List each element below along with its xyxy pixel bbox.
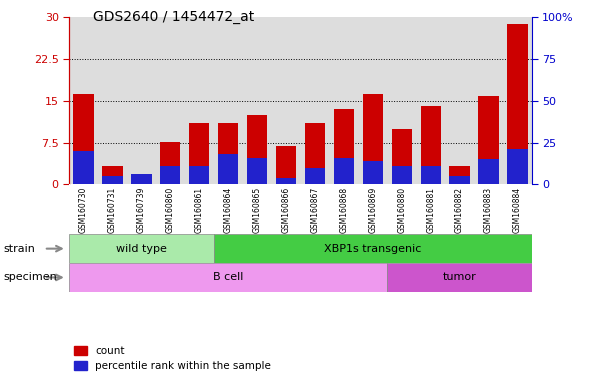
Text: GSM160880: GSM160880: [397, 187, 406, 233]
Text: GSM160869: GSM160869: [368, 187, 377, 233]
Bar: [392, 129, 412, 184]
Text: strain: strain: [3, 243, 35, 254]
Bar: [507, 24, 528, 184]
Bar: [387, 263, 532, 292]
Text: GSM160730: GSM160730: [79, 187, 88, 233]
Text: GDS2640 / 1454472_at: GDS2640 / 1454472_at: [93, 10, 254, 23]
Text: GSM160865: GSM160865: [252, 187, 261, 233]
Text: wild type: wild type: [116, 243, 167, 254]
Text: GSM160867: GSM160867: [311, 187, 320, 233]
Bar: [362, 94, 383, 184]
Bar: [247, 115, 267, 184]
Bar: [507, 149, 528, 184]
Bar: [102, 166, 123, 184]
Bar: [276, 146, 296, 184]
Text: GSM160881: GSM160881: [426, 187, 435, 233]
Bar: [102, 176, 123, 184]
Bar: [69, 234, 214, 263]
Bar: [69, 263, 387, 292]
Bar: [362, 161, 383, 184]
Text: GSM160883: GSM160883: [484, 187, 493, 233]
Bar: [334, 157, 354, 184]
Bar: [73, 151, 94, 184]
Bar: [214, 234, 532, 263]
Bar: [218, 154, 239, 184]
Bar: [189, 166, 209, 184]
Bar: [478, 96, 499, 184]
Bar: [276, 178, 296, 184]
Bar: [160, 142, 180, 184]
Bar: [189, 123, 209, 184]
Bar: [450, 176, 470, 184]
Text: B cell: B cell: [213, 272, 243, 283]
Bar: [421, 166, 441, 184]
Text: GSM160884: GSM160884: [513, 187, 522, 233]
Bar: [218, 123, 239, 184]
Text: GSM160731: GSM160731: [108, 187, 117, 233]
Bar: [421, 106, 441, 184]
Bar: [247, 157, 267, 184]
Text: GSM160860: GSM160860: [166, 187, 175, 233]
Legend: count, percentile rank within the sample: count, percentile rank within the sample: [75, 346, 271, 371]
Bar: [131, 177, 151, 184]
Bar: [305, 168, 325, 184]
Bar: [478, 159, 499, 184]
Text: tumor: tumor: [443, 272, 477, 283]
Text: GSM160861: GSM160861: [195, 187, 204, 233]
Text: GSM160882: GSM160882: [455, 187, 464, 233]
Text: XBP1s transgenic: XBP1s transgenic: [324, 243, 421, 254]
Text: GSM160866: GSM160866: [281, 187, 290, 233]
Bar: [450, 166, 470, 184]
Bar: [392, 166, 412, 184]
Bar: [131, 174, 151, 184]
Text: GSM160868: GSM160868: [340, 187, 349, 233]
Text: GSM160864: GSM160864: [224, 187, 233, 233]
Bar: [334, 109, 354, 184]
Bar: [305, 123, 325, 184]
Bar: [73, 94, 94, 184]
Text: GSM160739: GSM160739: [137, 187, 146, 233]
Text: specimen: specimen: [3, 272, 56, 283]
Bar: [160, 166, 180, 184]
